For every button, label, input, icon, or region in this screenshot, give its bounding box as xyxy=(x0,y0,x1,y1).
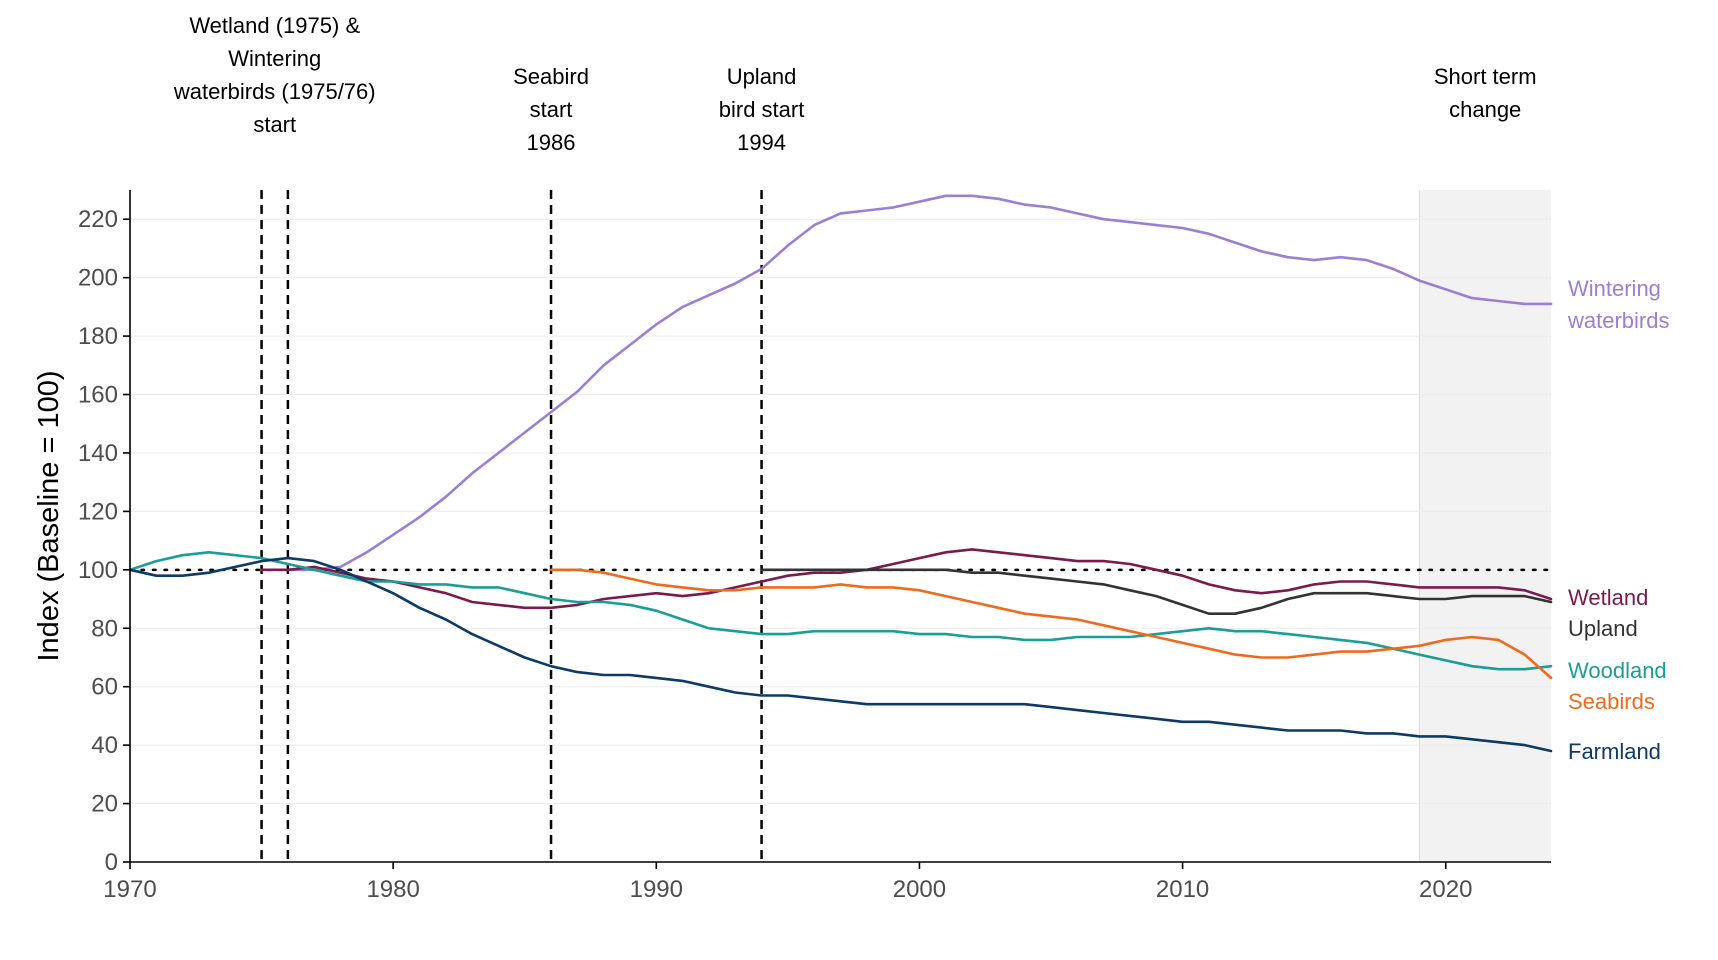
annotation-short-term-line-1: Short term xyxy=(1434,64,1537,89)
annotation-1975-line-2: Wintering xyxy=(228,46,321,71)
y-tick-label-120: 120 xyxy=(78,498,118,525)
x-axis-ticks: 1970 1980 1990 2000 2010 2020 xyxy=(103,862,1472,903)
annotation-1994-line-3: 1994 xyxy=(737,130,786,155)
series-line-upland xyxy=(760,568,1553,615)
x-tick-label-1990: 1990 xyxy=(630,876,683,903)
y-axis-label: Index (Baseline = 100) xyxy=(33,371,65,662)
series-label-farmland: Farmland xyxy=(1568,739,1661,764)
x-tick-label-2000: 2000 xyxy=(893,876,946,903)
series-line-seabirds xyxy=(549,568,1553,680)
annotation-1986-line-1: Seabird xyxy=(513,64,589,89)
y-tick-label-100: 100 xyxy=(78,557,118,584)
series-label-upland: Upland xyxy=(1568,616,1638,641)
series-lines xyxy=(128,194,1553,753)
series-label-wintering-waterbirds-line-2: waterbirds xyxy=(1567,308,1669,333)
y-tick-label-80: 80 xyxy=(91,615,118,642)
annotation-1975-line-3: waterbirds (1975/76) xyxy=(173,79,376,104)
series-labels: Wintering waterbirds Wetland Upland Woodland… xyxy=(1567,276,1669,764)
x-tick-label-2010: 2010 xyxy=(1156,876,1209,903)
y-tick-label-40: 40 xyxy=(91,732,118,759)
annotation-1994-line-2: bird start xyxy=(719,97,805,122)
series-line-wetland xyxy=(260,548,1553,610)
annotation-1994-line-1: Upland xyxy=(727,64,797,89)
y-tick-label-0: 0 xyxy=(105,849,118,876)
series-label-wintering-waterbirds-line-1: Wintering xyxy=(1568,276,1661,301)
y-tick-label-200: 200 xyxy=(78,265,118,292)
series-line-wintering-waterbirds xyxy=(286,194,1553,572)
series-label-seabirds: Seabirds xyxy=(1568,689,1655,714)
y-tick-label-140: 140 xyxy=(78,440,118,467)
y-axis-ticks: 0 20 40 60 80 100 120 140 160 180 200 220 xyxy=(78,206,130,876)
reference-lines xyxy=(260,190,763,862)
y-tick-label-220: 220 xyxy=(78,206,118,233)
annotation-1986-line-3: 1986 xyxy=(527,130,576,155)
x-tick-label-2020: 2020 xyxy=(1419,876,1472,903)
x-tick-label-1970: 1970 xyxy=(103,876,156,903)
annotation-1986-line-2: start xyxy=(530,97,573,122)
annotation-1975-line-4: start xyxy=(253,112,296,137)
y-tick-label-180: 180 xyxy=(78,323,118,350)
y-tick-label-20: 20 xyxy=(91,791,118,818)
x-tick-label-1980: 1980 xyxy=(366,876,419,903)
series-label-woodland: Woodland xyxy=(1568,658,1667,683)
annotations: Wetland (1975) & Wintering waterbirds (197… xyxy=(173,13,1537,155)
annotation-short-term-line-2: change xyxy=(1449,97,1521,122)
gridlines xyxy=(130,218,1551,805)
series-label-wetland: Wetland xyxy=(1568,585,1648,610)
annotation-1975-line-1: Wetland (1975) & xyxy=(189,13,360,38)
y-tick-label-60: 60 xyxy=(91,674,118,701)
short-term-shaded-region xyxy=(1419,190,1551,862)
y-tick-label-160: 160 xyxy=(78,382,118,409)
series-line-farmland xyxy=(128,556,1553,753)
